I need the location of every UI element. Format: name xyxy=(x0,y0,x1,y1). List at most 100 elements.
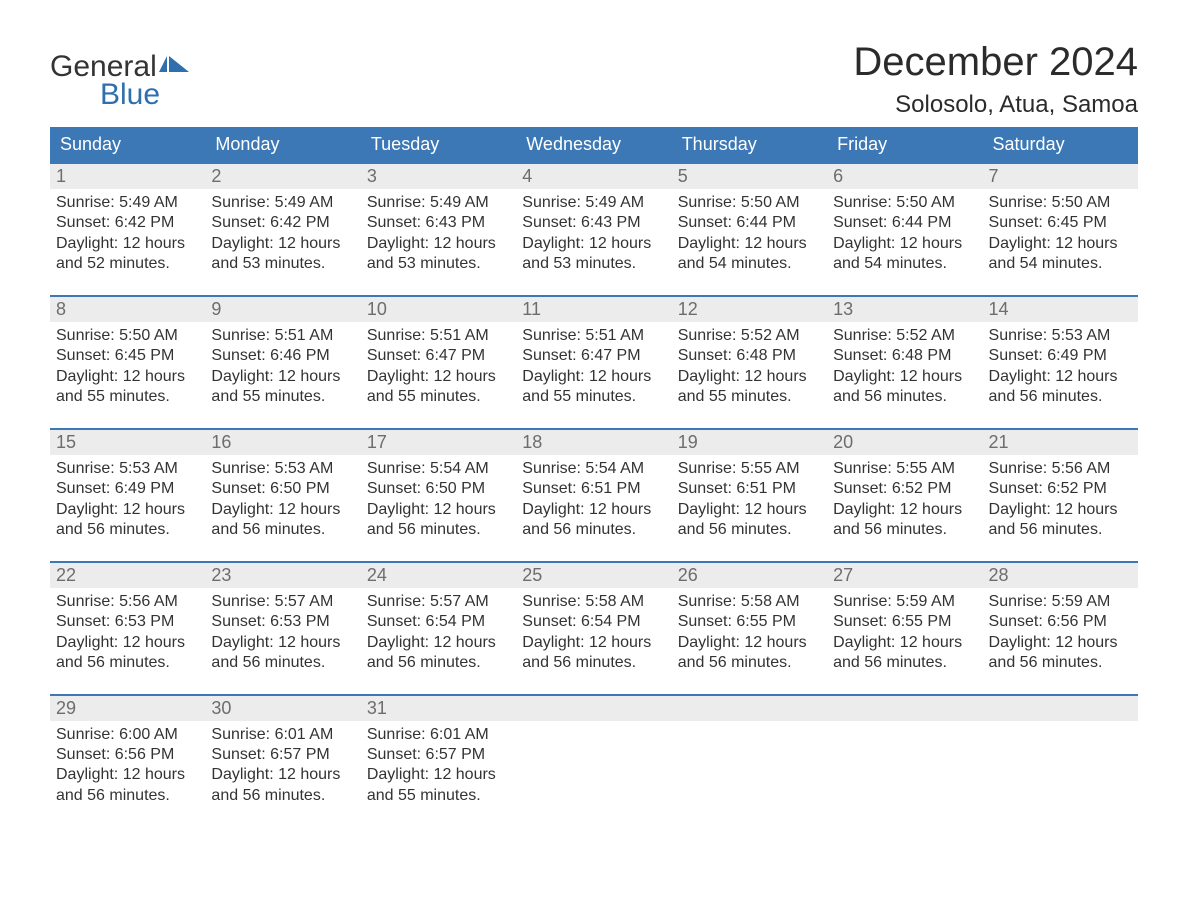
daylight-line-2: and 55 minutes. xyxy=(522,387,665,407)
logo: General Blue xyxy=(50,40,189,112)
sunrise-line: Sunrise: 5:58 AM xyxy=(678,592,821,612)
calendar-cell: 29Sunrise: 6:00 AMSunset: 6:56 PMDayligh… xyxy=(50,696,205,815)
daylight-line-2: and 56 minutes. xyxy=(367,653,510,673)
day-number: 19 xyxy=(672,430,827,455)
calendar-cell xyxy=(672,696,827,815)
calendar-week: 29Sunrise: 6:00 AMSunset: 6:56 PMDayligh… xyxy=(50,694,1138,815)
calendar-cell: 24Sunrise: 5:57 AMSunset: 6:54 PMDayligh… xyxy=(361,563,516,682)
sunset-line: Sunset: 6:53 PM xyxy=(56,612,199,632)
day-number: 27 xyxy=(827,563,982,588)
calendar-cell: 10Sunrise: 5:51 AMSunset: 6:47 PMDayligh… xyxy=(361,297,516,416)
daylight-line-1: Daylight: 12 hours xyxy=(678,633,821,653)
calendar-cell: 3Sunrise: 5:49 AMSunset: 6:43 PMDaylight… xyxy=(361,164,516,283)
daylight-line-2: and 53 minutes. xyxy=(211,254,354,274)
cell-body: Sunrise: 5:53 AMSunset: 6:49 PMDaylight:… xyxy=(50,455,205,541)
calendar-cell: 26Sunrise: 5:58 AMSunset: 6:55 PMDayligh… xyxy=(672,563,827,682)
calendar: SundayMondayTuesdayWednesdayThursdayFrid… xyxy=(50,127,1138,814)
daylight-line-1: Daylight: 12 hours xyxy=(678,500,821,520)
day-header: Saturday xyxy=(983,127,1138,162)
cell-body: Sunrise: 5:53 AMSunset: 6:49 PMDaylight:… xyxy=(983,322,1138,408)
cell-body: Sunrise: 5:57 AMSunset: 6:53 PMDaylight:… xyxy=(205,588,360,674)
cell-body: Sunrise: 5:50 AMSunset: 6:44 PMDaylight:… xyxy=(672,189,827,275)
calendar-week: 1Sunrise: 5:49 AMSunset: 6:42 PMDaylight… xyxy=(50,162,1138,283)
calendar-week: 8Sunrise: 5:50 AMSunset: 6:45 PMDaylight… xyxy=(50,295,1138,416)
cell-body: Sunrise: 6:00 AMSunset: 6:56 PMDaylight:… xyxy=(50,721,205,807)
daylight-line-2: and 56 minutes. xyxy=(833,520,976,540)
sunset-line: Sunset: 6:54 PM xyxy=(367,612,510,632)
daylight-line-1: Daylight: 12 hours xyxy=(989,234,1132,254)
sunrise-line: Sunrise: 5:56 AM xyxy=(989,459,1132,479)
calendar-cell: 28Sunrise: 5:59 AMSunset: 6:56 PMDayligh… xyxy=(983,563,1138,682)
daylight-line-2: and 56 minutes. xyxy=(211,653,354,673)
calendar-cell: 12Sunrise: 5:52 AMSunset: 6:48 PMDayligh… xyxy=(672,297,827,416)
daylight-line-1: Daylight: 12 hours xyxy=(56,367,199,387)
sunset-line: Sunset: 6:42 PM xyxy=(56,213,199,233)
daylight-line-2: and 56 minutes. xyxy=(833,653,976,673)
calendar-cell: 7Sunrise: 5:50 AMSunset: 6:45 PMDaylight… xyxy=(983,164,1138,283)
daylight-line-2: and 55 minutes. xyxy=(367,387,510,407)
cell-body: Sunrise: 5:55 AMSunset: 6:52 PMDaylight:… xyxy=(827,455,982,541)
daylight-line-2: and 54 minutes. xyxy=(678,254,821,274)
cell-body: Sunrise: 5:53 AMSunset: 6:50 PMDaylight:… xyxy=(205,455,360,541)
sunrise-line: Sunrise: 5:59 AM xyxy=(833,592,976,612)
daylight-line-2: and 53 minutes. xyxy=(367,254,510,274)
day-number: 3 xyxy=(361,164,516,189)
day-number: 2 xyxy=(205,164,360,189)
sunset-line: Sunset: 6:47 PM xyxy=(522,346,665,366)
daylight-line-2: and 54 minutes. xyxy=(833,254,976,274)
daylight-line-2: and 55 minutes. xyxy=(56,387,199,407)
cell-body: Sunrise: 5:51 AMSunset: 6:47 PMDaylight:… xyxy=(361,322,516,408)
cell-body: Sunrise: 5:51 AMSunset: 6:46 PMDaylight:… xyxy=(205,322,360,408)
day-number: 10 xyxy=(361,297,516,322)
day-number: 26 xyxy=(672,563,827,588)
daylight-line-1: Daylight: 12 hours xyxy=(211,367,354,387)
calendar-cell: 27Sunrise: 5:59 AMSunset: 6:55 PMDayligh… xyxy=(827,563,982,682)
sunrise-line: Sunrise: 6:01 AM xyxy=(367,725,510,745)
cell-body: Sunrise: 5:59 AMSunset: 6:56 PMDaylight:… xyxy=(983,588,1138,674)
sunset-line: Sunset: 6:51 PM xyxy=(522,479,665,499)
logo-text-blue: Blue xyxy=(100,78,160,112)
sunrise-line: Sunrise: 5:56 AM xyxy=(56,592,199,612)
day-header: Friday xyxy=(827,127,982,162)
day-number: 24 xyxy=(361,563,516,588)
sunset-line: Sunset: 6:48 PM xyxy=(678,346,821,366)
day-header: Tuesday xyxy=(361,127,516,162)
sunrise-line: Sunrise: 5:54 AM xyxy=(522,459,665,479)
day-number xyxy=(516,696,671,721)
cell-body: Sunrise: 5:59 AMSunset: 6:55 PMDaylight:… xyxy=(827,588,982,674)
sunrise-line: Sunrise: 5:50 AM xyxy=(833,193,976,213)
sunset-line: Sunset: 6:44 PM xyxy=(678,213,821,233)
daylight-line-1: Daylight: 12 hours xyxy=(367,367,510,387)
day-header: Thursday xyxy=(672,127,827,162)
daylight-line-1: Daylight: 12 hours xyxy=(367,765,510,785)
sunrise-line: Sunrise: 6:01 AM xyxy=(211,725,354,745)
day-number: 15 xyxy=(50,430,205,455)
sunrise-line: Sunrise: 5:50 AM xyxy=(678,193,821,213)
daylight-line-1: Daylight: 12 hours xyxy=(989,367,1132,387)
cell-body: Sunrise: 5:58 AMSunset: 6:54 PMDaylight:… xyxy=(516,588,671,674)
sunset-line: Sunset: 6:52 PM xyxy=(989,479,1132,499)
calendar-cell: 21Sunrise: 5:56 AMSunset: 6:52 PMDayligh… xyxy=(983,430,1138,549)
daylight-line-2: and 53 minutes. xyxy=(522,254,665,274)
daylight-line-1: Daylight: 12 hours xyxy=(56,765,199,785)
sunrise-line: Sunrise: 5:57 AM xyxy=(367,592,510,612)
day-number: 11 xyxy=(516,297,671,322)
calendar-cell: 25Sunrise: 5:58 AMSunset: 6:54 PMDayligh… xyxy=(516,563,671,682)
calendar-cell: 6Sunrise: 5:50 AMSunset: 6:44 PMDaylight… xyxy=(827,164,982,283)
sunrise-line: Sunrise: 5:51 AM xyxy=(367,326,510,346)
day-header-row: SundayMondayTuesdayWednesdayThursdayFrid… xyxy=(50,127,1138,162)
sunrise-line: Sunrise: 5:51 AM xyxy=(522,326,665,346)
day-number: 31 xyxy=(361,696,516,721)
calendar-cell: 20Sunrise: 5:55 AMSunset: 6:52 PMDayligh… xyxy=(827,430,982,549)
daylight-line-1: Daylight: 12 hours xyxy=(56,633,199,653)
title-block: December 2024 Solosolo, Atua, Samoa xyxy=(853,40,1138,119)
calendar-cell: 8Sunrise: 5:50 AMSunset: 6:45 PMDaylight… xyxy=(50,297,205,416)
cell-body: Sunrise: 6:01 AMSunset: 6:57 PMDaylight:… xyxy=(361,721,516,807)
calendar-cell: 13Sunrise: 5:52 AMSunset: 6:48 PMDayligh… xyxy=(827,297,982,416)
daylight-line-1: Daylight: 12 hours xyxy=(678,367,821,387)
calendar-cell: 5Sunrise: 5:50 AMSunset: 6:44 PMDaylight… xyxy=(672,164,827,283)
sunset-line: Sunset: 6:53 PM xyxy=(211,612,354,632)
daylight-line-1: Daylight: 12 hours xyxy=(989,500,1132,520)
daylight-line-1: Daylight: 12 hours xyxy=(211,633,354,653)
sunset-line: Sunset: 6:57 PM xyxy=(211,745,354,765)
